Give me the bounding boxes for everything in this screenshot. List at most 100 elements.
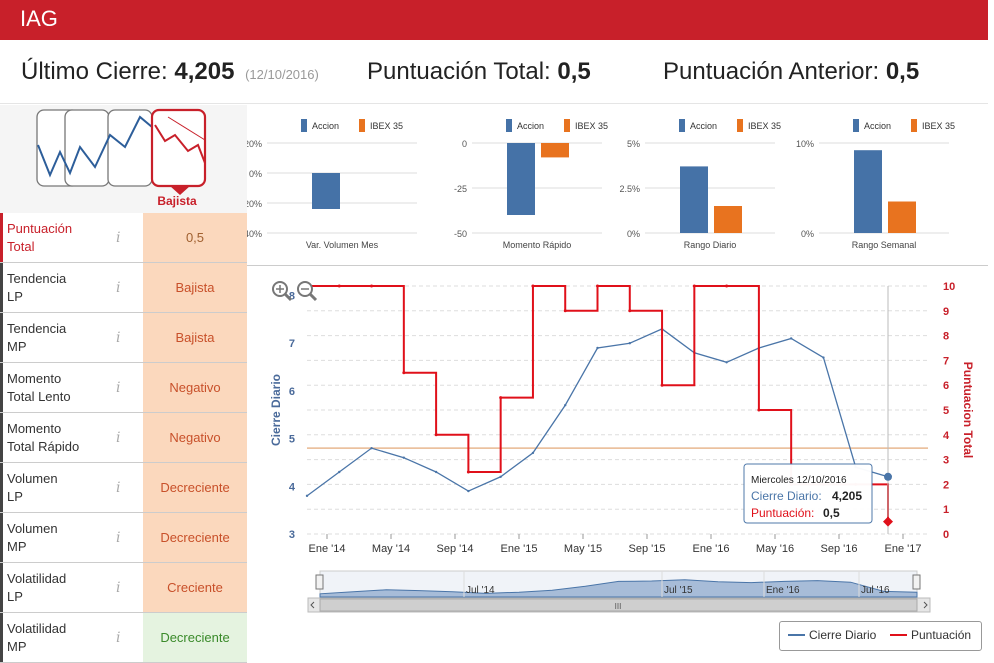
legend-accion-label[interactable]: Accion: [864, 121, 891, 131]
scrollbar-thumb[interactable]: [319, 598, 918, 612]
info-icon[interactable]: i: [116, 430, 121, 446]
score-point: [337, 284, 341, 288]
info-icon[interactable]: i: [116, 580, 121, 596]
y-tick-label: 0: [462, 139, 467, 149]
bar-ibex[interactable]: [541, 143, 569, 158]
indicator-value: Negativo: [143, 413, 247, 462]
info-icon[interactable]: i: [116, 530, 121, 546]
bar-accion[interactable]: [680, 166, 708, 233]
score-point: [466, 470, 470, 474]
mini-chart-xlabel: Rango Diario: [684, 240, 737, 250]
info-icon[interactable]: i: [116, 480, 121, 496]
bar-accion[interactable]: [507, 143, 535, 215]
score-point: [596, 284, 599, 288]
bar-accion[interactable]: [312, 173, 340, 209]
score-point: [370, 284, 374, 288]
legend-ibex-label[interactable]: IBEX 35: [748, 121, 781, 131]
info-icon[interactable]: i: [116, 330, 121, 346]
y2-tick-label: 3: [943, 455, 949, 467]
mini-bar-charts: 20% 0% -20% -40% Accion IBEX 35 Var. Volumen M…: [241, 105, 988, 265]
info-icon[interactable]: i: [116, 280, 121, 296]
page-title: IAG: [20, 6, 58, 31]
scroll-right-arrow-icon[interactable]: [923, 601, 928, 609]
close-point: [338, 470, 341, 474]
y-tick-label: 6: [289, 386, 295, 398]
bar-accion[interactable]: [854, 150, 882, 233]
last-close-value: 4,205: [174, 58, 235, 85]
downtrend-line-icon: [154, 124, 206, 164]
score-point: [402, 371, 406, 375]
trend-label: Bajista: [157, 194, 197, 208]
legend-accion-label[interactable]: Accion: [517, 121, 544, 131]
legend-ibex-label[interactable]: IBEX 35: [370, 121, 403, 131]
navigator-handle-right[interactable]: [912, 574, 921, 590]
previous-score: Puntuación Anterior: 0,5: [663, 58, 920, 85]
indicator-row: Volatilidad MP i Decreciente: [0, 613, 247, 663]
indicator-row: Volumen LP i Decreciente: [0, 463, 247, 513]
price-score-chart: 0 1 2 3 4 5 6 7 8 9 10 3 4 5 6 7 8 Cierre Diario Puntuacio…: [247, 265, 988, 657]
info-icon[interactable]: i: [116, 630, 121, 646]
close-point: [531, 451, 535, 455]
x-tick-label: May '15: [564, 543, 602, 555]
legend-close-label[interactable]: Cierre Diario: [809, 628, 877, 642]
indicator-value: Decreciente: [143, 463, 247, 512]
legend-ibex-swatch: [564, 119, 570, 132]
x-tick-label: Ene '14: [309, 543, 346, 555]
close-point: [789, 337, 793, 340]
scroll-left-arrow-icon[interactable]: [310, 601, 315, 609]
close-marker[interactable]: [884, 472, 892, 481]
trend-card-bearish[interactable]: [150, 108, 207, 188]
y-tick-label: 8: [289, 291, 295, 303]
indicator-label: Momento Total Lento: [0, 363, 143, 412]
score-point: [499, 396, 503, 400]
mini-chart-xlabel: Rango Semanal: [852, 240, 917, 250]
indicator-panel: Bajista Puntuación Total i 0,5 Tendencia LP i B…: [0, 105, 247, 663]
y-tick-label: 5: [289, 434, 295, 446]
score-marker[interactable]: [883, 516, 893, 527]
zoom-out-icon[interactable]: [297, 281, 318, 302]
tooltip-close-value: 4,205: [832, 489, 862, 503]
info-icon[interactable]: i: [116, 380, 121, 396]
y2-tick-label: 5: [943, 405, 949, 417]
y-tick-label: 4: [289, 481, 296, 493]
y-tick-label: -20%: [247, 199, 262, 209]
tooltip-score-value: 0,5: [823, 506, 840, 520]
total-score: Puntuación Total: 0,5: [367, 58, 591, 85]
legend-ibex-label[interactable]: IBEX 35: [922, 121, 955, 131]
bar-ibex[interactable]: [888, 201, 916, 234]
y2-tick-label: 4: [943, 430, 950, 442]
y2-tick-label: 2: [943, 479, 949, 491]
legend-accion-label[interactable]: Accion: [690, 121, 717, 131]
y-tick-label: 7: [289, 338, 295, 350]
legend-ibex-label[interactable]: IBEX 35: [575, 121, 608, 131]
info-icon[interactable]: i: [116, 230, 121, 246]
series-puntuacion: [307, 285, 889, 522]
previous-score-value: 0,5: [885, 58, 920, 85]
y-tick-label: 2.5%: [619, 184, 640, 194]
navigator-area: [319, 579, 918, 598]
y-axis-title: Cierre Diario: [269, 374, 283, 446]
x-tick-label: May '14: [372, 543, 410, 555]
legend-accion-label[interactable]: Accion: [312, 121, 339, 131]
indicator-value: Bajista: [143, 263, 247, 312]
close-point: [402, 456, 406, 459]
x-tick-label: Ene '16: [693, 543, 730, 555]
navigator-handle-left[interactable]: [315, 574, 324, 590]
score-point: [660, 383, 664, 387]
y-tick-label: -50: [454, 229, 467, 239]
title-bar: IAG: [0, 0, 988, 40]
x-tick-label: Ene '17: [885, 543, 922, 555]
trend-card-2[interactable]: [64, 109, 110, 187]
y-tick-label: 0%: [801, 229, 814, 239]
legend-score-label[interactable]: Puntuación: [911, 628, 971, 642]
close-point: [822, 356, 825, 359]
zoom-in-icon[interactable]: [272, 281, 293, 302]
bar-ibex[interactable]: [714, 206, 742, 233]
last-close: Último Cierre: 4,205 (12/10/2016): [21, 58, 319, 85]
score-point: [434, 433, 438, 437]
score-point: [563, 309, 567, 313]
mini-chart-3: 5% 2.5% 0% Accion IBEX 35 Rango Diario: [619, 119, 781, 250]
legend-ibex-swatch: [359, 119, 365, 132]
navigator[interactable]: Jul '14 Jul '15 Ene '16 Jul '16 III: [307, 570, 931, 613]
uptrend-line-icon: [37, 115, 153, 178]
